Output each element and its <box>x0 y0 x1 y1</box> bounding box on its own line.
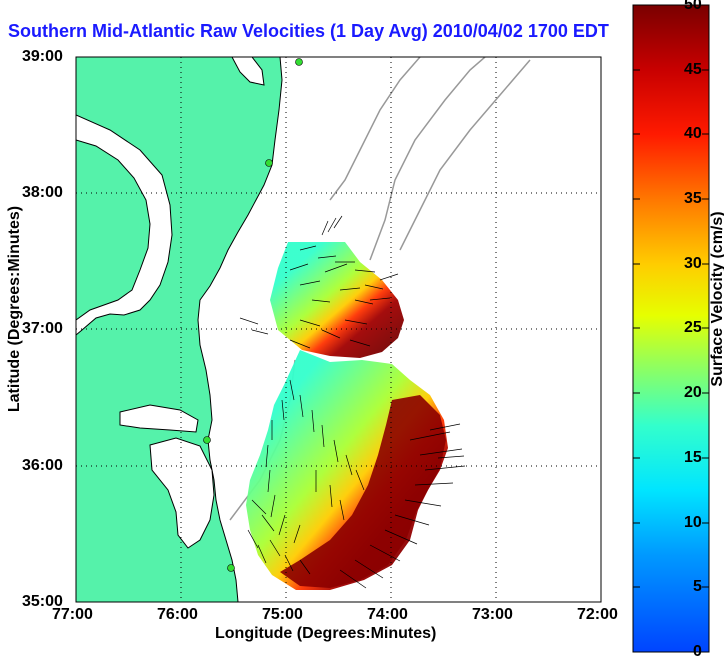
x-tick-label: 77:00 <box>52 606 93 623</box>
x-tick-label: 73:00 <box>472 606 513 623</box>
x-tick-label: 75:00 <box>262 606 303 623</box>
x-tick-label: 74:00 <box>367 606 408 623</box>
y-tick-label: 39:00 <box>22 48 63 65</box>
y-tick-label: 37:00 <box>22 320 63 337</box>
x-axis-label: Longitude (Degrees:Minutes) <box>215 625 437 642</box>
y-tick-label: 38:00 <box>22 184 63 201</box>
plot-frame <box>75 56 602 603</box>
map-title: Southern Mid-Atlantic Raw Velocities (1 … <box>8 21 609 41</box>
x-tick-label: 76:00 <box>157 606 198 623</box>
colorbar-tick-label: 25 <box>684 319 702 336</box>
bathymetry-contour <box>329 57 421 201</box>
velocity-field-strong <box>280 395 446 588</box>
colorbar <box>632 4 710 653</box>
land-mass <box>76 57 283 602</box>
bathymetry-contour <box>369 57 486 261</box>
colorbar-tick-label: 45 <box>684 61 702 78</box>
colorbar-tick-label: 15 <box>684 449 702 466</box>
colorbar-tick-label: 50 <box>684 0 702 13</box>
velocity-vectors <box>239 215 466 589</box>
colorbar-tick-label: 20 <box>684 384 702 401</box>
y-tick-label: 35:00 <box>22 593 63 610</box>
colorbar-tick-label: 10 <box>684 514 702 531</box>
y-axis-label: Latitude (Degrees:Minutes) <box>6 205 23 413</box>
colorbar-ticks <box>633 4 709 588</box>
y-tick-label: 36:00 <box>22 457 63 474</box>
delaware-bay <box>231 57 265 86</box>
colorbar-tick-label: 5 <box>693 578 702 595</box>
grid-lines <box>76 57 601 602</box>
colorbar-tick-label: 0 <box>693 643 702 660</box>
x-tick-label: 72:00 <box>577 606 618 623</box>
albemarle-sound <box>119 404 199 433</box>
colorbar-tick-label: 40 <box>684 125 702 142</box>
colorbar-tick-label: 35 <box>684 190 702 207</box>
colorbar-tick-label: 30 <box>684 255 702 272</box>
velocity-field-north <box>270 242 404 358</box>
radar-sites <box>203 58 303 572</box>
colorbar-label: Surface Velocity (cm/s) <box>709 211 724 387</box>
